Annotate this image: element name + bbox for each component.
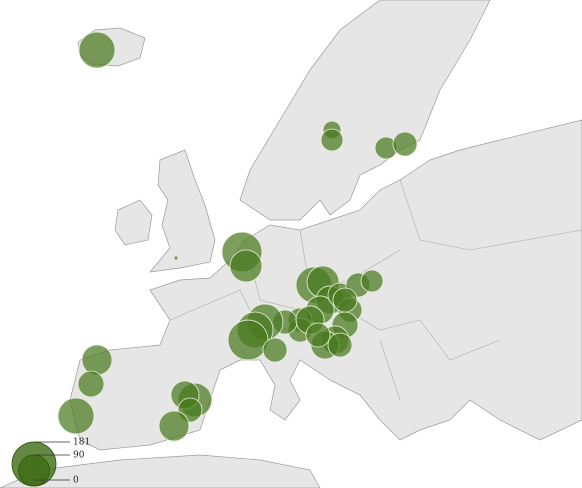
bubble <box>227 319 269 361</box>
bubble <box>173 255 179 261</box>
bubble <box>327 332 353 358</box>
bubble <box>360 269 384 293</box>
bubble <box>305 322 331 348</box>
great-britain <box>149 149 216 273</box>
legend-label: 0 <box>73 476 79 486</box>
legend-label: 90 <box>73 450 85 460</box>
bubble <box>229 249 263 283</box>
bubble <box>158 410 190 442</box>
ireland <box>114 199 153 246</box>
bubble <box>332 287 358 313</box>
legend: 181 90 0 <box>11 438 90 487</box>
bubble <box>262 337 288 363</box>
bubbles <box>57 31 418 442</box>
bubble <box>81 344 113 376</box>
scandinavia <box>239 0 491 221</box>
bubble <box>78 31 116 69</box>
legend-label: 181 <box>73 438 90 448</box>
bubble <box>77 370 105 398</box>
legend-circle <box>18 454 50 487</box>
bubble <box>392 131 418 157</box>
bubble <box>320 128 344 152</box>
bubble <box>57 397 95 435</box>
